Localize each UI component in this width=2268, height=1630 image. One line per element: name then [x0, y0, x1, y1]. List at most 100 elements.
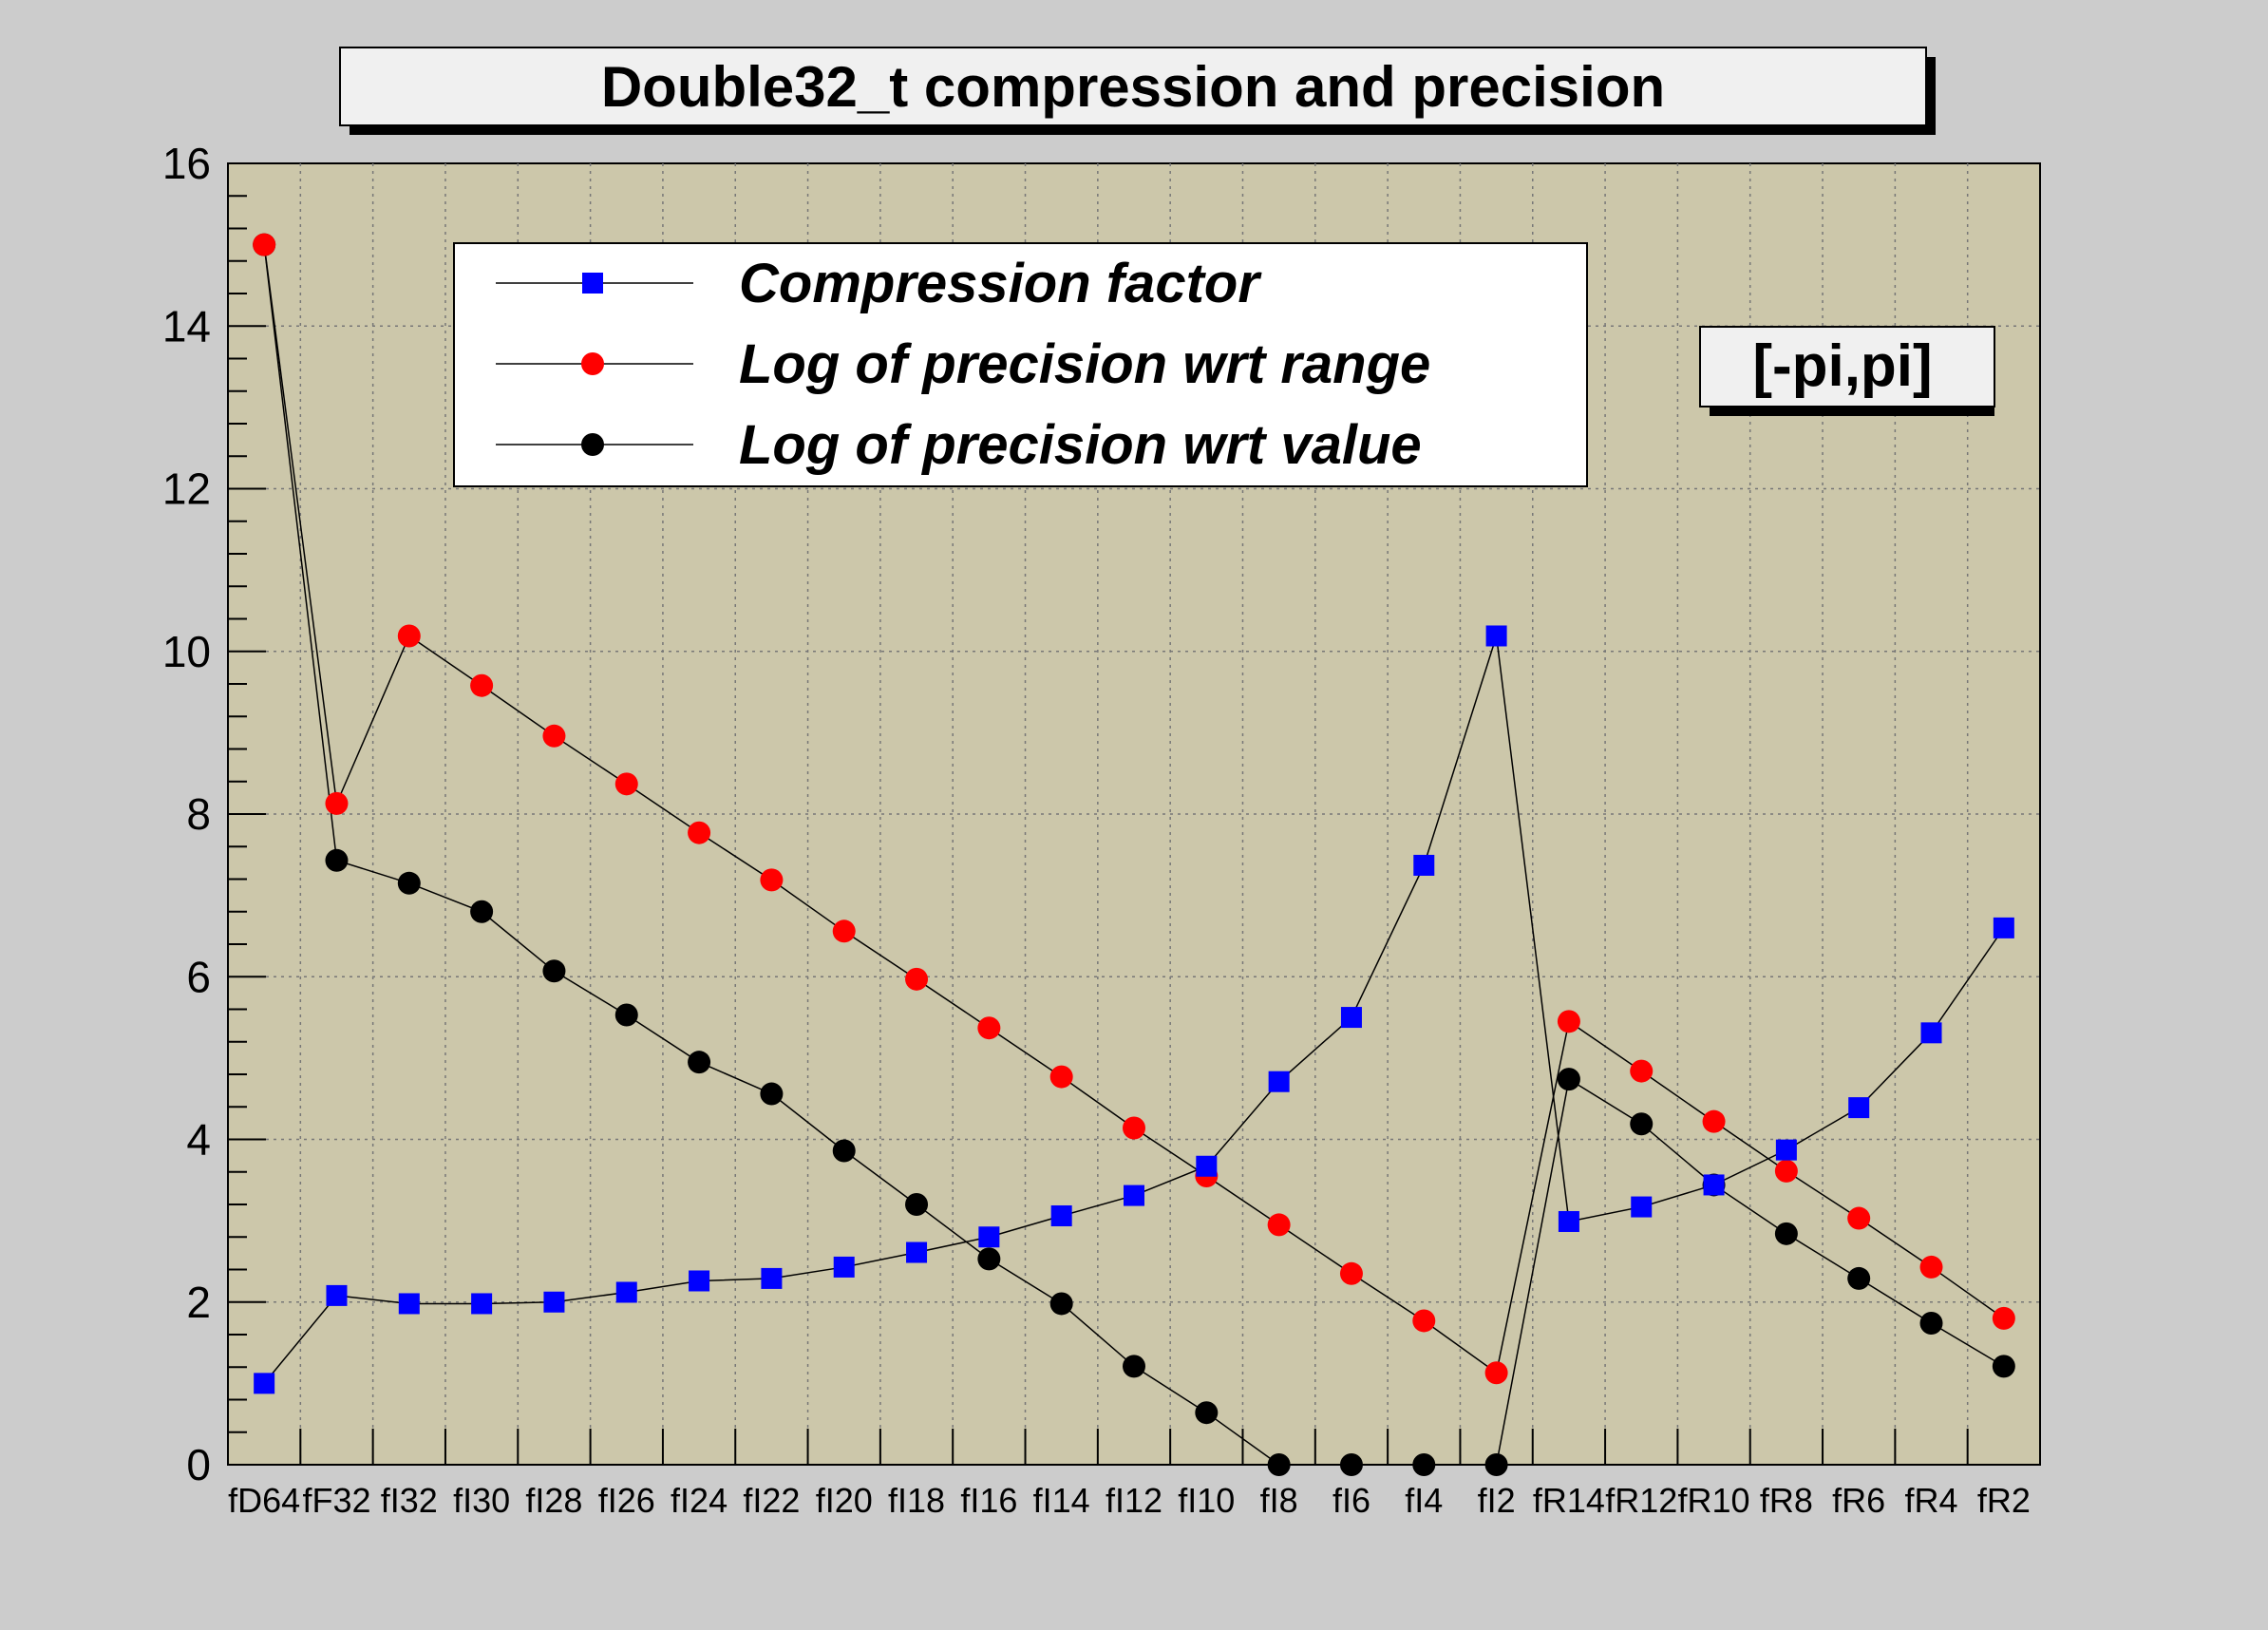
x-tick-label: fI2 [1478, 1481, 1516, 1520]
data-point [615, 1281, 637, 1303]
y-tick-label: 2 [186, 1278, 211, 1327]
data-point [1775, 1139, 1797, 1161]
data-point [1919, 1312, 1943, 1336]
data-point [614, 1003, 638, 1027]
data-point [689, 1270, 710, 1292]
x-tick-label: fI24 [671, 1481, 728, 1520]
data-point [1049, 1065, 1073, 1089]
data-point [253, 233, 276, 256]
data-point [1484, 1361, 1508, 1385]
range-label: [-pi,pi] [1752, 333, 1932, 399]
data-point [978, 1226, 1000, 1248]
data-point [1339, 1453, 1363, 1476]
title-box-frame [339, 47, 1927, 126]
data-point [760, 868, 784, 892]
data-point [1847, 1206, 1871, 1230]
x-tick-label: fI8 [1260, 1481, 1298, 1520]
x-tick-label: fF32 [302, 1481, 370, 1520]
y-tick-label: 8 [186, 789, 211, 839]
legend-marker [581, 433, 604, 456]
data-point [1268, 1071, 1290, 1092]
y-tick-label: 14 [162, 301, 211, 351]
y-tick-label: 16 [162, 139, 211, 188]
data-point [688, 821, 711, 844]
axes: 0 2 4 6 8 10 12 14 16 fD64 fF32 fI32 fI30 fI28 fI26 fI2… [162, 139, 2031, 1520]
data-point [1848, 1097, 1870, 1119]
data-point [1557, 1068, 1580, 1091]
data-point [1920, 1022, 1942, 1044]
data-point [1919, 1255, 1943, 1279]
data-point [761, 1267, 783, 1289]
data-point [1049, 1292, 1073, 1316]
data-point [470, 900, 494, 923]
data-point [543, 1291, 565, 1313]
x-tick-label: fI16 [960, 1481, 1017, 1520]
data-point [1123, 1116, 1145, 1140]
data-point [1340, 1007, 1362, 1029]
data-point [977, 1016, 1001, 1040]
x-tick-label: fR8 [1760, 1481, 1813, 1520]
x-tick-label: fD64 [228, 1481, 300, 1520]
x-tick-label: fI22 [743, 1481, 800, 1520]
data-point [326, 1284, 348, 1306]
x-tick-label: fR12 [1605, 1481, 1677, 1520]
data-point [1557, 1010, 1580, 1033]
data-point [1631, 1196, 1653, 1218]
data-point [1196, 1155, 1218, 1177]
x-tick-label: fR10 [1678, 1481, 1750, 1520]
x-tick-label: fI20 [816, 1481, 873, 1520]
data-point [1413, 854, 1435, 876]
y-tick-label: 4 [186, 1115, 211, 1165]
data-point [325, 791, 349, 815]
legend-label: Log of precision wrt range [739, 333, 1430, 395]
data-point [832, 919, 856, 943]
x-tick-label: fI10 [1178, 1481, 1235, 1520]
data-point [614, 772, 638, 796]
data-point [397, 624, 421, 648]
data-point [1050, 1204, 1072, 1226]
data-point [325, 848, 349, 872]
data-point [1412, 1453, 1436, 1476]
data-point [1124, 1185, 1144, 1206]
data-point [833, 1256, 855, 1278]
x-tick-label: fR2 [1977, 1481, 2031, 1520]
data-point [1558, 1210, 1579, 1232]
data-point [1702, 1109, 1726, 1133]
x-tick-label: fI14 [1033, 1481, 1090, 1520]
x-tick-label: fI4 [1405, 1481, 1443, 1520]
data-point [1630, 1112, 1654, 1136]
data-point [905, 1193, 929, 1216]
data-point [905, 967, 929, 991]
x-tick-label: fR14 [1533, 1481, 1605, 1520]
data-point [1703, 1174, 1725, 1196]
data-point [1993, 917, 2014, 938]
data-point [1195, 1401, 1219, 1425]
range-label-frame [1699, 326, 1995, 408]
data-point [1485, 625, 1507, 647]
data-point [977, 1247, 1001, 1271]
legend-marker [581, 352, 604, 375]
data-point [254, 1373, 275, 1394]
x-tick-label: fI28 [525, 1481, 582, 1520]
data-point [1774, 1222, 1798, 1245]
data-point [542, 959, 566, 983]
data-point [688, 1051, 711, 1074]
data-point [832, 1139, 856, 1163]
legend-label: Compression factor [739, 253, 1262, 314]
legend-label: Log of precision wrt value [739, 414, 1422, 476]
data-point [470, 673, 494, 697]
title-box: Double32_t compression and precision [339, 47, 1936, 135]
x-tick-label: fI30 [453, 1481, 510, 1520]
y-tick-label: 6 [186, 952, 211, 1001]
data-point [471, 1293, 493, 1315]
data-point [1992, 1306, 2015, 1330]
data-point [1267, 1213, 1291, 1237]
x-tick-label: fR4 [1905, 1481, 1958, 1520]
legend-marker [582, 273, 603, 294]
data-point [1412, 1309, 1436, 1333]
data-point [397, 871, 421, 895]
range-label-box: [-pi,pi] [1699, 326, 1995, 416]
data-point [760, 1082, 784, 1106]
data-point [542, 724, 566, 748]
